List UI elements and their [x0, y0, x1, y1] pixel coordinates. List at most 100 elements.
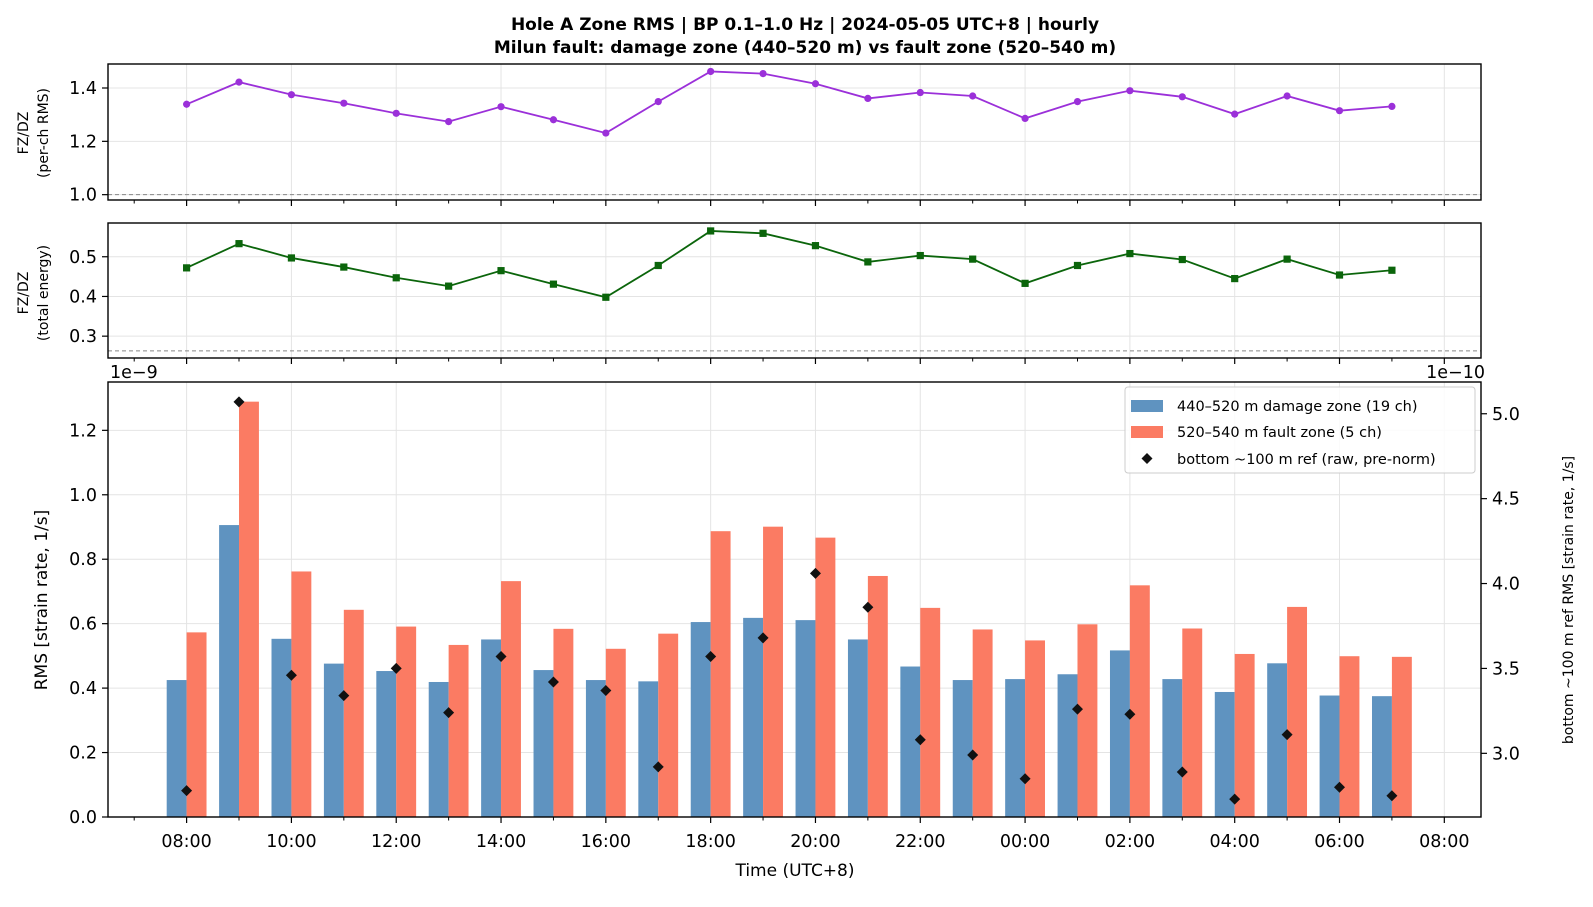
ratio-point [864, 258, 872, 266]
damage-zone-bar [690, 622, 711, 817]
fault-zone-bar [553, 628, 574, 817]
legend-box [1124, 386, 1476, 474]
x-tick-label: 08:00 [1419, 832, 1469, 852]
ratio-point [969, 92, 977, 100]
ratio-point [1021, 279, 1029, 287]
damage-zone-bar [323, 663, 344, 817]
fault-zone-bar [605, 648, 626, 817]
y2-tick-label: 4.5 [1492, 490, 1520, 510]
damage-zone-bar [638, 681, 659, 817]
x-tick-label: 00:00 [1000, 832, 1050, 852]
fault-zone-bar [1287, 606, 1308, 817]
bottom-ref-point [547, 676, 559, 688]
x-tick-label: 02:00 [1105, 832, 1155, 852]
bottom-y2label: bottom ~100 m ref RMS [strain rate, 1/s] [1561, 456, 1577, 744]
x-tick-label: 04:00 [1209, 832, 1259, 852]
bottom-ref-point [705, 651, 717, 663]
ratio-point [497, 103, 505, 111]
ratio-point [1126, 87, 1134, 95]
y-tick-label: 0.6 [69, 615, 97, 635]
ratio-point [707, 67, 715, 76]
ratio-point [1388, 266, 1396, 274]
fault-zone-bar [1234, 653, 1255, 817]
bottom-ref-point [1124, 708, 1136, 720]
bottom-ref-point [1281, 729, 1293, 741]
bottom-ref-point [1386, 790, 1398, 802]
bottom-ref-point [652, 761, 664, 773]
axes-frame [107, 381, 1482, 818]
figure-title-line2: Milun fault: damage zone (440–520 m) vs … [494, 38, 1116, 58]
x-tick-label: 14:00 [476, 832, 526, 852]
damage-zone-bar [1109, 650, 1130, 817]
top-ylabel-line1: FZ/DZ [16, 112, 32, 155]
ratio-point [969, 255, 977, 263]
fault-zone-bar [815, 537, 836, 817]
y-tick-label: 0.4 [69, 287, 97, 307]
mid-ylabel-line1: FZ/DZ [16, 272, 32, 315]
y-tick-label: 0.3 [69, 327, 97, 347]
ratio-point [340, 99, 348, 107]
top-ylabel-line2: (per-ch RMS) [36, 88, 52, 178]
damage-zone-bar [847, 639, 868, 817]
ratio-point [1073, 98, 1082, 106]
bottom-xlabel: Time (UTC+8) [734, 861, 854, 881]
ratio-point [654, 261, 662, 270]
fault-zone-bar [763, 526, 783, 817]
x-tick-label: 10:00 [266, 832, 316, 852]
fault-zone-bar [1391, 656, 1412, 817]
bottom-ref-point [967, 749, 979, 761]
y2-tick-label: 5.0 [1492, 405, 1520, 425]
bottom-ref-point [809, 567, 821, 579]
ratio-point [864, 94, 872, 102]
ratio-energy-panel: 0.3 0.4 0.5 [69, 222, 1482, 364]
damage-zone-bar [1371, 696, 1392, 817]
ratio-point [602, 129, 610, 137]
ratio-point [707, 227, 715, 235]
fault-zone-bar [1077, 624, 1098, 817]
y-tick-label: 0.5 [69, 248, 97, 268]
fault-zone-bar [867, 575, 888, 817]
bottom-ref-point [1019, 773, 1031, 785]
ratio-point [1335, 271, 1344, 279]
x-tick-label: 20:00 [790, 832, 840, 852]
fault-zone-bar [972, 629, 993, 817]
ratio-point [1021, 114, 1029, 122]
bottom-ref-point [862, 601, 874, 613]
ratio-point [1126, 249, 1134, 258]
ratio-point [549, 116, 558, 124]
ratio-series-line [186, 70, 1392, 135]
damage-zone-bar [271, 638, 292, 817]
damage-zone-bar [376, 671, 397, 817]
bottom-ylabel: RMS [strain rate, 1/s] [32, 510, 52, 691]
axes-frame [107, 222, 1482, 359]
damage-zone-bar [428, 681, 449, 817]
fault-zone-bar [1182, 628, 1203, 817]
fault-zone-bar [920, 607, 941, 817]
bottom-ref-point [757, 632, 769, 644]
y-tick-label: 0.0 [69, 808, 97, 828]
y-tick-label: 1.0 [69, 186, 97, 206]
legend: 440–520 m damage zone (19 ch) 520–540 m … [1124, 386, 1476, 474]
y2-tick-label: 3.5 [1492, 659, 1520, 679]
legend-marker-bottom-ref [1141, 453, 1153, 464]
y-tick-label: 1.0 [69, 486, 97, 506]
ratio-point [183, 100, 191, 108]
x-tick-label: 12:00 [371, 832, 421, 852]
zone-rms-bar-panel: 0.0 0.2 0.4 0.6 0.8 1.0 1.2 3.0 3.5 4.0 4.5 5.0 08:0… [69, 381, 1520, 852]
x-tick-label: 22:00 [895, 832, 945, 852]
x-tick-label: 08:00 [161, 832, 211, 852]
x-tick-label: 06:00 [1314, 832, 1364, 852]
x-tick-label: 18:00 [685, 832, 735, 852]
legend-label-fault-zone: 520–540 m fault zone (5 ch) [1177, 425, 1382, 441]
y-tick-label: 1.2 [69, 132, 97, 152]
bottom-ref-point [495, 651, 507, 663]
damage-zone-bar [1005, 679, 1026, 817]
fault-zone-bar [1339, 656, 1360, 817]
damage-zone-bar [481, 639, 502, 817]
axes-frame [107, 63, 1482, 201]
damage-zone-bar [219, 525, 240, 817]
ratio-point [1335, 107, 1344, 115]
damage-zone-bar [1162, 679, 1183, 817]
fault-zone-bar [658, 633, 679, 817]
legend-swatch-fault-zone [1131, 426, 1163, 438]
